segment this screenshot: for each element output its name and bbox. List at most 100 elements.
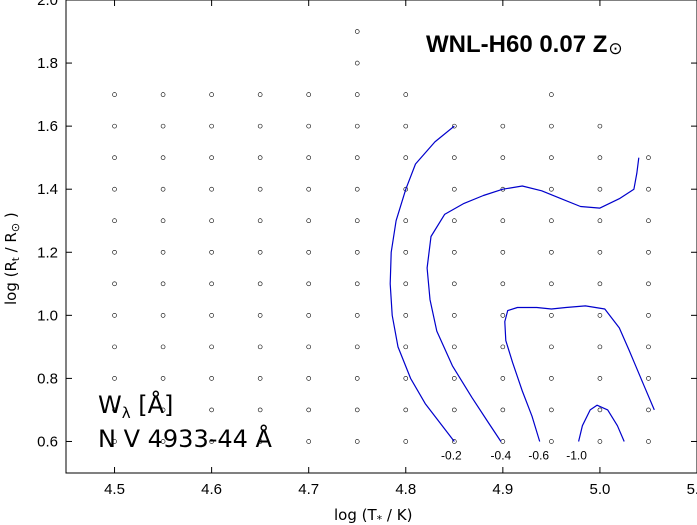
model-point — [354, 313, 360, 318]
model-point — [597, 281, 603, 287]
model-point — [646, 407, 651, 413]
model-point — [403, 218, 409, 224]
model-point — [403, 439, 409, 444]
x-tick-label: 5.0 — [589, 481, 610, 498]
model-point — [257, 313, 263, 318]
grid-points — [112, 29, 651, 444]
model-point — [403, 249, 409, 255]
model-point — [500, 155, 506, 160]
model-point — [452, 281, 457, 287]
contour-label: -1.0 — [566, 449, 587, 463]
model-point — [306, 218, 311, 224]
model-point — [257, 155, 263, 160]
model-point — [306, 407, 311, 413]
model-point — [209, 439, 214, 444]
model-point — [452, 407, 457, 413]
model-point — [500, 344, 506, 350]
model-point — [257, 407, 263, 413]
model-point — [257, 376, 263, 381]
model-point — [112, 344, 117, 350]
model-point — [403, 155, 409, 160]
contour-label: -0.6 — [528, 449, 549, 463]
model-point — [209, 376, 214, 381]
x-tick-label: 4.6 — [201, 481, 222, 498]
model-point — [354, 249, 360, 255]
model-point — [452, 376, 457, 381]
contour-line — [426, 157, 640, 442]
model-point — [354, 60, 360, 66]
model-title: WNL-H60 0.07 Z⊙ — [426, 31, 623, 58]
model-point — [354, 218, 360, 224]
model-point — [452, 186, 457, 192]
y-tick-label: 1.8 — [37, 55, 58, 72]
y-tick-label: 0.6 — [37, 433, 58, 450]
model-point — [209, 155, 214, 160]
model-point — [452, 123, 457, 129]
model-point — [306, 186, 311, 192]
model-point — [209, 92, 214, 97]
y-tick-label: 1.2 — [37, 244, 58, 261]
x-tick-label: 4.8 — [395, 481, 416, 498]
y-tick-label: 2.0 — [37, 0, 58, 9]
model-point — [549, 92, 554, 97]
contour-line — [578, 404, 625, 442]
model-point — [306, 92, 311, 97]
model-point — [354, 376, 360, 381]
model-point — [112, 123, 117, 129]
model-point — [112, 155, 117, 160]
model-point — [209, 313, 214, 318]
model-point — [354, 92, 360, 97]
model-point — [112, 218, 117, 224]
model-point — [549, 407, 554, 413]
model-point — [354, 344, 360, 350]
model-point — [597, 313, 603, 318]
model-point — [160, 218, 166, 224]
model-point — [112, 313, 117, 318]
model-point — [112, 92, 117, 97]
model-point — [209, 249, 214, 255]
x-tick-label: 4.7 — [298, 481, 319, 498]
model-point — [597, 439, 603, 444]
model-point — [597, 155, 603, 160]
axis-ticks: 4.5 4.6 4.7 4.8 4.9 5.0 5.1 0.6 0.8 1.0 1.2 1.4 1.6 1… — [37, 0, 697, 498]
model-point — [209, 123, 214, 129]
model-point — [597, 186, 603, 192]
sun-symbol: ⊙ — [608, 39, 622, 58]
model-point — [452, 344, 457, 350]
model-point — [306, 376, 311, 381]
model-point — [209, 186, 214, 192]
model-point — [209, 218, 214, 224]
model-point — [354, 407, 360, 413]
x-tick-label: 4.5 — [104, 481, 125, 498]
model-point — [500, 407, 506, 413]
model-point — [646, 155, 651, 160]
model-point — [549, 186, 554, 192]
model-point — [403, 281, 409, 287]
model-point — [403, 313, 409, 318]
model-point — [500, 249, 506, 255]
model-point — [452, 155, 457, 160]
model-point — [257, 249, 263, 255]
model-point — [257, 281, 263, 287]
model-point — [306, 281, 311, 287]
model-point — [597, 123, 603, 129]
model-point — [403, 344, 409, 350]
contour-line — [504, 305, 655, 442]
model-point — [549, 155, 554, 160]
model-point — [160, 155, 166, 160]
model-point — [597, 344, 603, 350]
contour-label: -0.2 — [441, 449, 462, 463]
model-point — [209, 344, 214, 350]
model-point — [112, 407, 117, 413]
model-point — [112, 281, 117, 287]
model-point — [549, 218, 554, 224]
model-point — [160, 376, 166, 381]
model-point — [257, 344, 263, 350]
model-point — [452, 313, 457, 318]
model-point — [257, 439, 263, 444]
model-point — [112, 249, 117, 255]
model-point — [549, 281, 554, 287]
model-point — [306, 344, 311, 350]
model-point — [646, 218, 651, 224]
model-point — [209, 281, 214, 287]
